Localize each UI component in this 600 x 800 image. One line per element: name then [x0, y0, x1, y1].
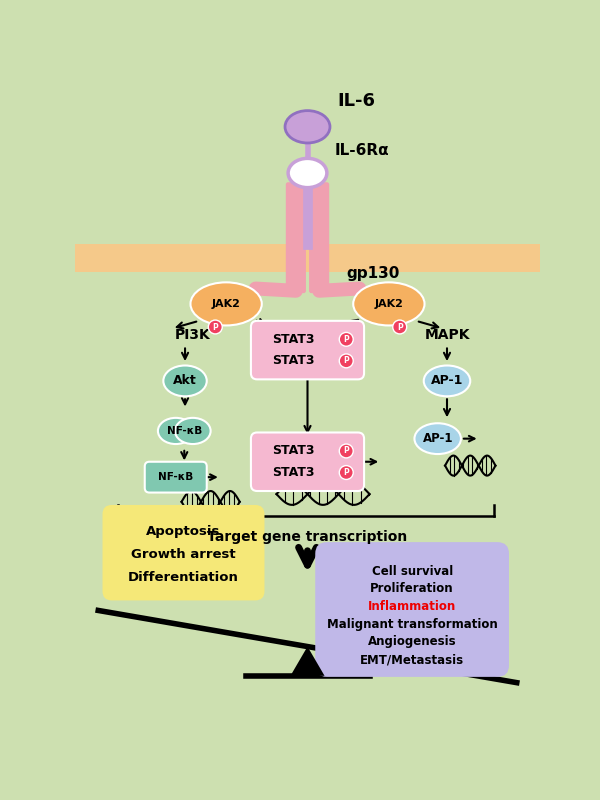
Text: Angiogenesis: Angiogenesis — [368, 635, 457, 648]
Text: JAK2: JAK2 — [374, 299, 403, 309]
Text: STAT3: STAT3 — [272, 466, 315, 479]
Ellipse shape — [175, 418, 211, 444]
Text: PI3K: PI3K — [175, 328, 211, 342]
Text: AP-1: AP-1 — [431, 374, 463, 387]
Text: Inflammation: Inflammation — [368, 600, 456, 613]
Text: EMT/Metastasis: EMT/Metastasis — [360, 653, 464, 666]
Text: Cell survival: Cell survival — [371, 565, 453, 578]
Ellipse shape — [163, 366, 207, 396]
Text: gp130: gp130 — [346, 266, 400, 281]
Polygon shape — [290, 646, 325, 676]
FancyBboxPatch shape — [145, 462, 207, 493]
Circle shape — [393, 320, 407, 334]
Text: NF-κB: NF-κB — [158, 472, 193, 482]
Text: Target gene transcription: Target gene transcription — [208, 530, 407, 543]
Text: MAPK: MAPK — [424, 328, 470, 342]
Text: P: P — [343, 356, 349, 366]
Circle shape — [339, 354, 353, 368]
Text: Apoptosis: Apoptosis — [146, 525, 221, 538]
Ellipse shape — [353, 282, 425, 326]
Ellipse shape — [285, 110, 330, 143]
FancyBboxPatch shape — [251, 433, 364, 491]
Ellipse shape — [288, 158, 327, 188]
Text: STAT3: STAT3 — [272, 354, 315, 367]
Text: Differentiation: Differentiation — [128, 571, 239, 584]
Text: IL-6Rα: IL-6Rα — [335, 142, 389, 158]
Text: JAK2: JAK2 — [212, 299, 241, 309]
Text: P: P — [343, 468, 349, 477]
Bar — [75, 244, 540, 271]
Ellipse shape — [424, 366, 470, 396]
FancyBboxPatch shape — [309, 182, 329, 293]
Ellipse shape — [158, 418, 194, 444]
Circle shape — [339, 466, 353, 479]
Circle shape — [339, 332, 353, 346]
Circle shape — [339, 444, 353, 458]
Text: P: P — [212, 322, 218, 331]
Ellipse shape — [190, 282, 262, 326]
Text: STAT3: STAT3 — [272, 445, 315, 458]
Circle shape — [208, 320, 222, 334]
Text: Growth arrest: Growth arrest — [131, 548, 236, 561]
Text: Malignant transformation: Malignant transformation — [327, 618, 497, 630]
Text: Akt: Akt — [173, 374, 197, 387]
Text: STAT3: STAT3 — [272, 333, 315, 346]
Text: P: P — [343, 335, 349, 344]
FancyBboxPatch shape — [103, 505, 265, 601]
Text: AP-1: AP-1 — [422, 432, 453, 445]
Text: P: P — [397, 322, 403, 331]
FancyBboxPatch shape — [251, 321, 364, 379]
Text: Proliferation: Proliferation — [370, 582, 454, 595]
Text: NF-κB: NF-κB — [167, 426, 202, 436]
Ellipse shape — [415, 423, 461, 454]
FancyBboxPatch shape — [286, 182, 306, 293]
Text: P: P — [343, 446, 349, 455]
FancyBboxPatch shape — [315, 542, 509, 677]
Text: IL-6: IL-6 — [337, 92, 375, 110]
